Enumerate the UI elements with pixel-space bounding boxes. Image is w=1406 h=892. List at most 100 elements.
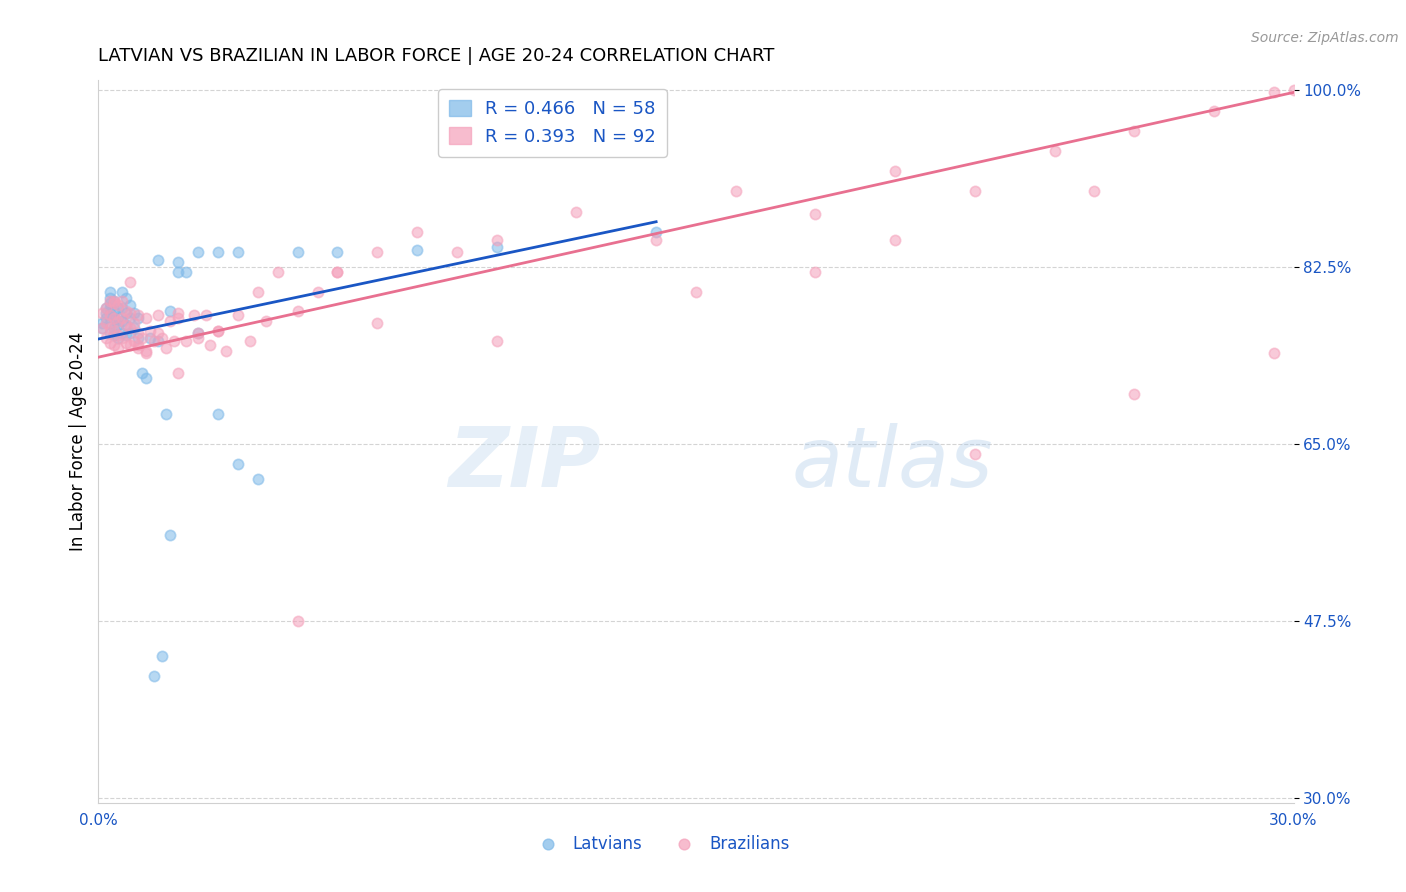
Point (98, 291, 122, 305)
Point (159, 303, 181, 318)
Point (107, 301, 129, 315)
Point (124, 316, 146, 330)
Point (326, 245, 349, 260)
Point (103, 310, 125, 325)
Point (111, 293, 134, 308)
Point (159, 528, 181, 542)
Point (124, 306, 146, 320)
Point (107, 327, 129, 342)
Point (91, 306, 114, 320)
Point (167, 367, 190, 381)
Point (884, 233, 907, 247)
Point (685, 285, 707, 300)
Point (98, 316, 122, 330)
Point (1043, 144, 1066, 158)
Point (115, 291, 138, 305)
Point (246, 472, 269, 486)
Point (307, 285, 329, 300)
Point (127, 341, 149, 355)
Point (159, 314, 181, 328)
Point (485, 334, 508, 348)
Point (446, 245, 468, 260)
Point (485, 240, 508, 254)
Point (98, 308, 122, 322)
Point (103, 327, 125, 342)
Point (96, 331, 118, 345)
Point (127, 331, 149, 345)
Point (148, 308, 170, 322)
Point (103, 321, 125, 335)
Point (143, 334, 166, 348)
Point (226, 245, 249, 260)
Point (326, 265, 349, 279)
Point (207, 245, 229, 260)
Point (120, 306, 142, 320)
Point (131, 331, 153, 345)
Point (98, 293, 122, 308)
Point (226, 308, 249, 322)
Point (120, 297, 142, 311)
Point (98, 308, 122, 322)
Point (287, 614, 309, 628)
Point (111, 310, 134, 325)
Point (167, 265, 190, 279)
Point (98, 285, 122, 300)
Point (326, 265, 349, 279)
Point (187, 245, 209, 260)
Point (124, 334, 146, 348)
Point (485, 233, 508, 247)
Point (143, 669, 166, 683)
Point (366, 316, 388, 330)
Point (139, 324, 162, 338)
Point (963, 447, 986, 461)
Point (645, 233, 668, 247)
Point (406, 225, 429, 239)
Point (207, 324, 229, 338)
Point (115, 336, 138, 351)
Point (103, 293, 125, 308)
Point (135, 310, 157, 325)
Point (120, 321, 142, 335)
Text: LATVIAN VS BRAZILIAN IN LABOR FORCE | AGE 20-24 CORRELATION CHART: LATVIAN VS BRAZILIAN IN LABOR FORCE | AG… (98, 47, 775, 65)
Point (139, 331, 162, 345)
Point (1263, 86, 1285, 100)
Point (207, 324, 229, 338)
Point (645, 225, 668, 239)
Point (565, 204, 588, 219)
Text: Source: ZipAtlas.com: Source: ZipAtlas.com (1251, 31, 1399, 45)
Point (1282, 83, 1305, 97)
Text: ZIP: ZIP (447, 423, 600, 504)
Point (1263, 346, 1285, 360)
Point (103, 310, 125, 325)
Point (287, 303, 309, 318)
Point (96, 301, 118, 315)
Point (115, 318, 138, 332)
Point (226, 457, 249, 471)
Point (98, 295, 122, 310)
Point (167, 310, 190, 325)
Point (239, 334, 262, 348)
Point (103, 293, 125, 308)
Point (115, 306, 138, 320)
Point (120, 338, 142, 352)
Point (366, 245, 388, 260)
Point (135, 344, 157, 359)
Point (111, 301, 134, 315)
Point (804, 265, 827, 279)
Point (96, 316, 118, 330)
Legend: Latvians, Brazilians: Latvians, Brazilians (524, 828, 796, 860)
Point (884, 164, 907, 178)
Point (148, 326, 170, 340)
Point (406, 243, 429, 257)
Point (127, 326, 149, 340)
Point (215, 344, 238, 359)
Point (163, 334, 186, 348)
Point (107, 310, 129, 325)
Point (195, 308, 218, 322)
Point (107, 297, 129, 311)
Point (98, 326, 122, 340)
Point (198, 338, 221, 352)
Point (135, 371, 157, 385)
Point (167, 306, 190, 320)
Point (103, 295, 125, 310)
